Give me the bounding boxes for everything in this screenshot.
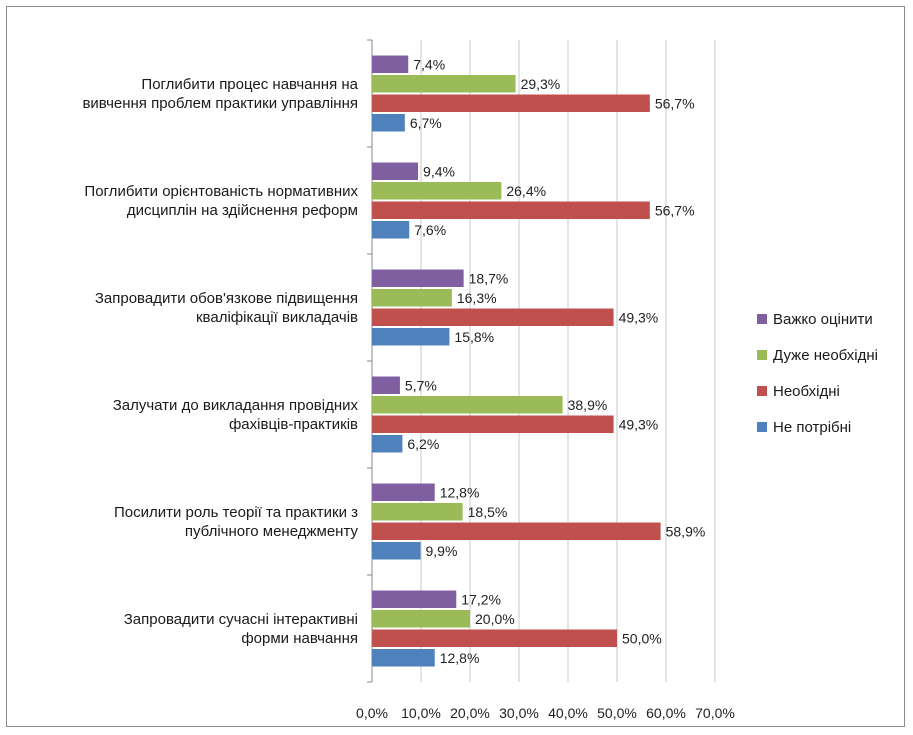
bar xyxy=(372,610,470,628)
data-label: 20,0% xyxy=(475,611,515,627)
data-label: 7,4% xyxy=(413,56,445,72)
category-label: Поглибити процес навчання на xyxy=(141,76,358,93)
data-label: 56,7% xyxy=(655,95,695,111)
data-label: 49,3% xyxy=(619,416,659,432)
category-label: форми навчання xyxy=(241,630,358,647)
category-label: Поглибити орієнтованість нормативних xyxy=(84,183,358,200)
data-label: 16,3% xyxy=(457,290,497,306)
bar xyxy=(372,435,403,453)
bar xyxy=(372,396,563,414)
data-label: 50,0% xyxy=(622,630,662,646)
bar xyxy=(372,75,516,93)
bar xyxy=(372,55,409,73)
data-label: 26,4% xyxy=(506,183,546,199)
x-tick-label: 0,0% xyxy=(356,705,388,721)
bar xyxy=(372,503,463,521)
bar xyxy=(372,629,617,647)
bar xyxy=(372,162,419,180)
bar xyxy=(372,289,452,307)
data-label: 56,7% xyxy=(655,202,695,218)
bar xyxy=(372,94,650,112)
data-label: 6,2% xyxy=(407,436,439,452)
x-tick-label: 30,0% xyxy=(499,705,539,721)
data-label: 15,8% xyxy=(454,329,494,345)
chart-frame: 7,4% 29,3% 56,7% 6,7% Поглибити процес навча… xyxy=(6,6,905,727)
x-tick-label: 50,0% xyxy=(597,705,637,721)
legend-swatch xyxy=(757,350,767,360)
category-label: Залучати до викладання провідних xyxy=(113,397,359,414)
category-label: дисциплін на здійснення реформ xyxy=(127,202,358,219)
x-tick-label: 20,0% xyxy=(450,705,490,721)
category-label: Запровадити сучасні інтерактивні xyxy=(124,611,358,628)
bar xyxy=(372,522,661,540)
data-label: 38,9% xyxy=(568,397,608,413)
data-label: 18,5% xyxy=(468,504,508,520)
legend-label: Важко оцінити xyxy=(773,311,873,328)
bar xyxy=(372,182,502,200)
legend-swatch xyxy=(757,386,767,396)
legend-swatch xyxy=(757,314,767,324)
x-tick-label: 60,0% xyxy=(646,705,686,721)
data-label: 12,8% xyxy=(440,650,480,666)
data-label: 5,7% xyxy=(405,377,437,393)
bar xyxy=(372,201,650,219)
category-label: фахівців-практиків xyxy=(229,416,358,433)
bar xyxy=(372,649,435,667)
bar xyxy=(372,376,400,394)
legend-swatch xyxy=(757,422,767,432)
data-label: 9,9% xyxy=(426,543,458,559)
data-label: 49,3% xyxy=(619,309,659,325)
legend-label: Необхідні xyxy=(773,383,840,400)
data-label: 18,7% xyxy=(469,270,509,286)
bar xyxy=(372,328,450,346)
category-label: кваліфікації викладачів xyxy=(196,309,358,326)
bar xyxy=(372,269,464,287)
category-label: вивчення проблем практики управління xyxy=(82,95,358,112)
bar xyxy=(372,415,614,433)
data-label: 58,9% xyxy=(666,523,706,539)
bar xyxy=(372,308,614,326)
bar xyxy=(372,483,435,501)
x-tick-label: 70,0% xyxy=(695,705,735,721)
data-label: 7,6% xyxy=(414,222,446,238)
category-label: Запровадити обов'язкове підвищення xyxy=(95,290,358,307)
data-label: 12,8% xyxy=(440,484,480,500)
bar-chart: 7,4% 29,3% 56,7% 6,7% Поглибити процес навча… xyxy=(82,39,878,721)
legend-label: Дуже необхідні xyxy=(773,347,878,364)
bar xyxy=(372,590,457,608)
data-label: 9,4% xyxy=(423,163,455,179)
category-label: публічного менеджменту xyxy=(185,523,359,540)
category-label: Посилити роль теорії та практики з xyxy=(114,504,358,521)
data-label: 17,2% xyxy=(461,591,501,607)
data-label: 29,3% xyxy=(521,76,561,92)
bar xyxy=(372,542,421,560)
bar xyxy=(372,114,405,132)
bar xyxy=(372,221,410,239)
x-tick-label: 40,0% xyxy=(548,705,588,721)
data-label: 6,7% xyxy=(410,115,442,131)
x-tick-label: 10,0% xyxy=(401,705,441,721)
legend-label: Не потрібні xyxy=(773,419,851,436)
